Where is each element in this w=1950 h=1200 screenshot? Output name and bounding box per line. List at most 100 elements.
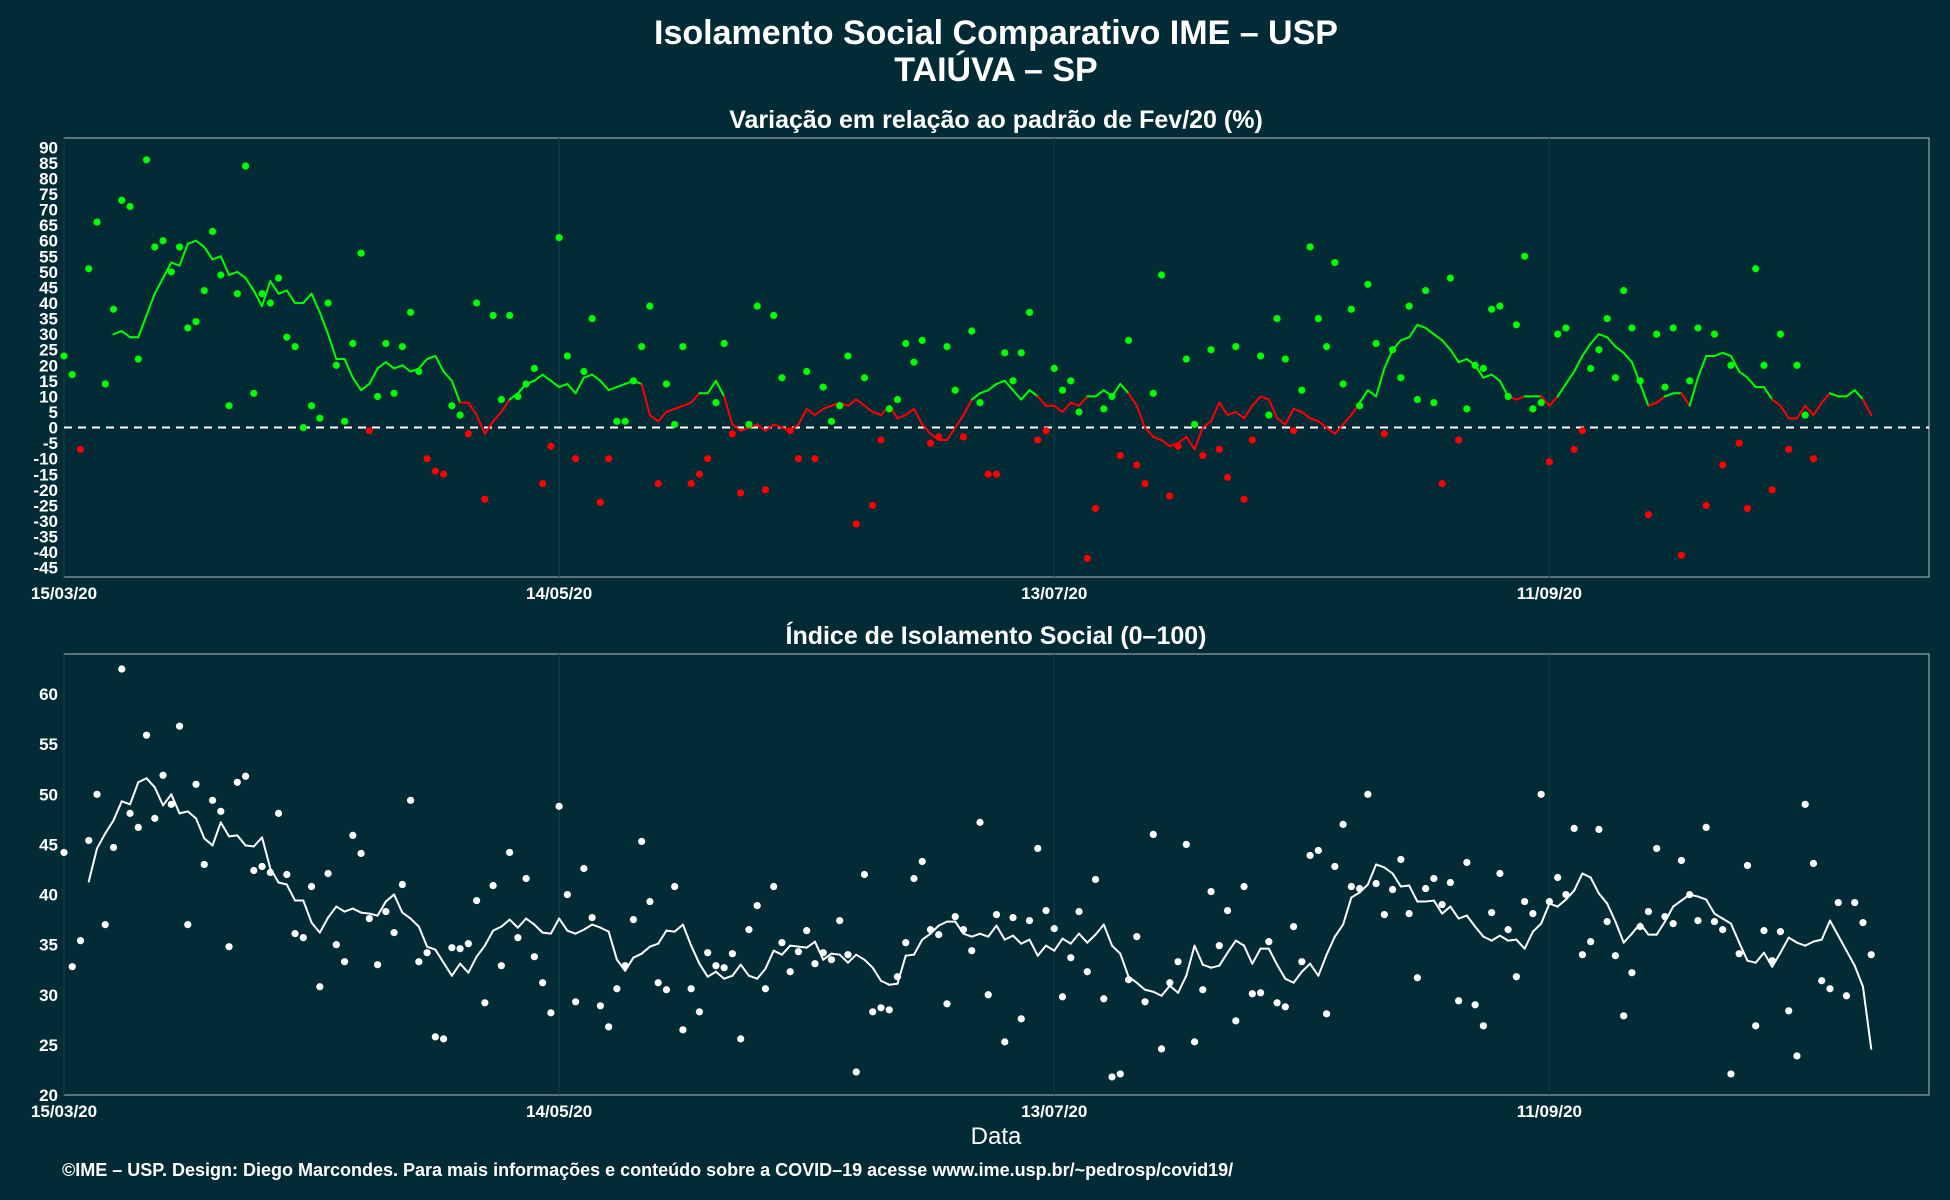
- data-point: [1776, 330, 1785, 338]
- data-point: [1694, 917, 1702, 925]
- moving-average-segment: [351, 376, 363, 392]
- data-point: [101, 380, 109, 388]
- data-point: [761, 985, 770, 993]
- data-point: [1083, 554, 1091, 562]
- moving-average-segment: [731, 423, 742, 432]
- data-point: [778, 939, 786, 947]
- data-point: [786, 427, 794, 435]
- data-point: [1653, 330, 1661, 338]
- moving-average-segment: [1012, 934, 1023, 945]
- data-point: [159, 771, 167, 779]
- moving-average-segment: [1036, 944, 1048, 957]
- data-point: [794, 948, 803, 956]
- data-point: [885, 405, 893, 413]
- panel2-frame: [63, 653, 1930, 1096]
- data-point: [704, 455, 712, 463]
- moving-average-segment: [203, 245, 214, 261]
- moving-average-segment: [1119, 382, 1130, 395]
- moving-average-segment: [747, 974, 759, 980]
- moving-average-segment: [1003, 379, 1015, 392]
- moving-average-segment: [483, 929, 495, 947]
- data-point: [1199, 986, 1207, 994]
- data-point: [1661, 383, 1669, 391]
- data-point: [497, 395, 505, 404]
- data-point: [926, 439, 935, 447]
- moving-average-segment: [541, 373, 552, 382]
- moving-average-segment: [1705, 898, 1716, 915]
- data-point: [1496, 302, 1504, 310]
- data-point: [687, 479, 695, 488]
- moving-average-segment: [1276, 417, 1287, 426]
- data-point: [1380, 430, 1388, 438]
- moving-average-segment: [1408, 884, 1419, 903]
- moving-average-segment: [1771, 398, 1782, 407]
- moving-average-segment: [1350, 891, 1361, 899]
- moving-average-segment: [1490, 934, 1501, 942]
- moving-average-segment: [500, 398, 511, 413]
- y-tick-label: 25: [39, 341, 58, 360]
- data-point: [423, 455, 431, 463]
- data-point: [60, 848, 68, 857]
- data-point: [258, 290, 266, 298]
- moving-average-segment: [1449, 348, 1460, 364]
- moving-average-segment: [978, 932, 990, 938]
- data-point: [1248, 990, 1256, 998]
- moving-average-segment: [120, 330, 132, 339]
- moving-average-segment: [252, 289, 264, 308]
- moving-average-segment: [1449, 905, 1460, 920]
- moving-average-segment: [1696, 354, 1708, 379]
- data-point: [1273, 999, 1281, 1007]
- moving-average-segment: [450, 962, 462, 977]
- data-point: [1710, 918, 1719, 926]
- moving-average-segment: [426, 354, 437, 361]
- moving-average-segment: [1234, 410, 1246, 420]
- moving-average-segment: [1028, 389, 1039, 398]
- moving-average-segment: [343, 907, 354, 913]
- data-point: [1636, 377, 1644, 385]
- data-point: [1207, 887, 1215, 896]
- moving-average-segment: [846, 398, 858, 407]
- data-point: [984, 991, 992, 999]
- data-point: [893, 395, 902, 404]
- moving-average-segment: [772, 949, 783, 956]
- data-point: [1471, 361, 1479, 369]
- moving-average-segment: [384, 893, 396, 903]
- data-point: [1009, 913, 1017, 922]
- data-point: [1001, 1038, 1009, 1046]
- data-point: [638, 837, 646, 846]
- moving-average-segment: [1556, 382, 1567, 398]
- main-subtitle: TAIÚVA – SP: [894, 51, 1097, 89]
- moving-average-segment: [863, 404, 874, 413]
- data-point: [431, 467, 439, 475]
- data-point: [918, 857, 926, 866]
- y-tick-label: 65: [39, 216, 58, 235]
- moving-average-segment: [764, 949, 775, 970]
- moving-average-segment: [706, 379, 717, 395]
- data-point: [819, 949, 827, 957]
- data-point: [1743, 861, 1752, 870]
- moving-average-segment: [1119, 952, 1130, 978]
- moving-average-segment: [921, 423, 932, 435]
- moving-average-segment: [153, 277, 165, 295]
- data-point: [827, 417, 836, 425]
- y-tick-label: 85: [39, 154, 58, 173]
- data-point: [299, 934, 307, 942]
- data-point: [951, 912, 959, 921]
- data-point: [646, 897, 654, 906]
- moving-average-segment: [970, 932, 981, 938]
- data-point: [935, 433, 943, 441]
- data-point: [1743, 504, 1752, 513]
- data-point: [1686, 890, 1694, 899]
- moving-average-segment: [599, 379, 610, 392]
- moving-average-segment: [1292, 407, 1303, 413]
- moving-average-segment: [244, 277, 255, 292]
- moving-average-segment: [1820, 919, 1831, 941]
- moving-average-segment: [805, 407, 816, 417]
- data-point: [555, 802, 563, 810]
- moving-average-segment: [1069, 932, 1081, 945]
- data-point: [1009, 377, 1017, 385]
- data-point: [1372, 879, 1380, 888]
- moving-average-segment: [822, 404, 833, 410]
- data-point: [1446, 878, 1454, 887]
- x-tick-label: 11/09/20: [1517, 1102, 1582, 1121]
